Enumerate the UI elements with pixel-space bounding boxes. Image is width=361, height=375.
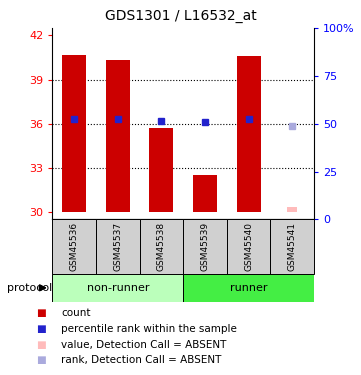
Bar <box>52 274 183 302</box>
Text: GSM45538: GSM45538 <box>157 222 166 271</box>
Bar <box>106 60 130 212</box>
Text: GDS1301 / L16532_at: GDS1301 / L16532_at <box>105 9 256 23</box>
Bar <box>270 219 314 274</box>
Text: non-runner: non-runner <box>87 283 149 293</box>
Text: GSM45536: GSM45536 <box>70 222 79 271</box>
Text: protocol: protocol <box>7 283 52 293</box>
Bar <box>183 219 227 274</box>
Text: runner: runner <box>230 283 268 293</box>
Text: count: count <box>61 308 91 318</box>
Text: ■: ■ <box>36 340 46 350</box>
Bar <box>140 219 183 274</box>
Text: rank, Detection Call = ABSENT: rank, Detection Call = ABSENT <box>61 356 222 365</box>
Text: GSM45540: GSM45540 <box>244 222 253 271</box>
Text: GSM45537: GSM45537 <box>113 222 122 271</box>
Text: GSM45541: GSM45541 <box>288 222 297 271</box>
Bar <box>227 219 270 274</box>
Text: value, Detection Call = ABSENT: value, Detection Call = ABSENT <box>61 340 227 350</box>
Text: ■: ■ <box>36 356 46 365</box>
Bar <box>62 55 86 212</box>
Text: ■: ■ <box>36 324 46 334</box>
Text: percentile rank within the sample: percentile rank within the sample <box>61 324 237 334</box>
Bar <box>52 219 96 274</box>
Bar <box>183 274 314 302</box>
Bar <box>287 207 297 212</box>
Bar <box>149 128 173 212</box>
Text: GSM45539: GSM45539 <box>200 222 209 271</box>
Text: ■: ■ <box>36 308 46 318</box>
Bar <box>193 175 217 212</box>
Bar <box>96 219 140 274</box>
Bar <box>237 56 261 212</box>
